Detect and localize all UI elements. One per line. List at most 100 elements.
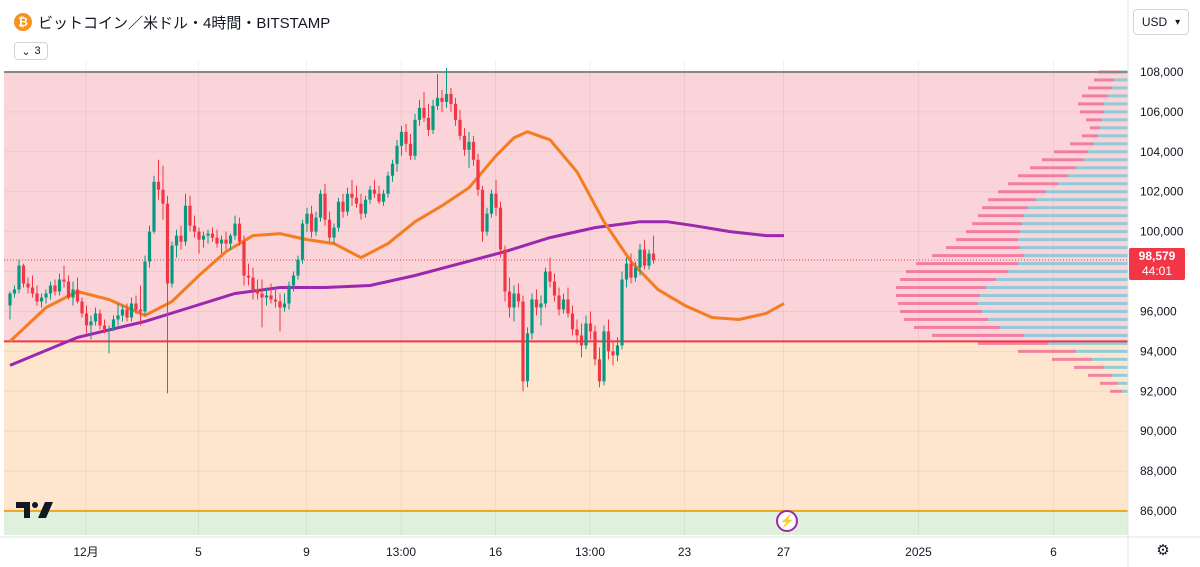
candle-body (314, 217, 318, 232)
candle-body (458, 119, 462, 136)
volume-profile (896, 70, 1128, 393)
candle-body (620, 279, 624, 346)
candle (260, 279, 264, 328)
vp-bar-up (1102, 118, 1128, 122)
candle-body (530, 299, 534, 334)
indicators-toggle-button[interactable]: ⌄ 3 (14, 42, 48, 60)
vp-bar-down (1082, 94, 1108, 98)
x-tick-label: 27 (777, 545, 791, 559)
candle-body (282, 303, 287, 308)
candle-body (116, 315, 120, 320)
candle-body (165, 203, 170, 284)
x-tick-label: 23 (678, 545, 692, 559)
vp-bar-up (1098, 134, 1128, 138)
candle (291, 271, 296, 292)
candle-body (417, 107, 422, 120)
candle-body (480, 189, 485, 232)
candle-body (467, 141, 471, 150)
candle (39, 293, 44, 308)
candle (503, 245, 507, 302)
candle (458, 109, 462, 140)
currency-button[interactable]: USD ▾ (1133, 9, 1189, 35)
candle (179, 225, 183, 250)
vp-bar-down (1074, 365, 1104, 369)
candle (602, 325, 606, 386)
candle-body (201, 235, 206, 240)
candle (35, 285, 39, 306)
candle-body (381, 193, 386, 202)
candle (129, 297, 134, 322)
candle-body (633, 267, 638, 278)
candle (521, 295, 525, 392)
candle-body (237, 223, 242, 242)
vp-bar-up (1076, 166, 1128, 170)
ma-slow-line (9, 220, 784, 367)
candle (300, 219, 305, 264)
x-tick-label: 12月 (73, 545, 98, 559)
candle-body (53, 285, 57, 292)
candle (408, 133, 413, 160)
vp-bar-down (1088, 86, 1112, 90)
candle (471, 135, 476, 166)
candle-body (71, 289, 75, 298)
candle (210, 227, 215, 242)
candle (570, 305, 575, 336)
candle (305, 207, 309, 232)
candle-body (300, 223, 305, 260)
vp-bar-down (1100, 381, 1118, 385)
candle-body (323, 193, 327, 220)
candle (309, 205, 314, 238)
candle (264, 287, 269, 306)
candle (606, 319, 611, 360)
vp-bar-up (1036, 198, 1128, 202)
vp-bar-up (1000, 325, 1128, 329)
candle (170, 241, 174, 288)
vp-bar-down (906, 270, 1008, 274)
candle (390, 159, 395, 182)
candle (80, 297, 84, 318)
candle-body (183, 205, 188, 242)
candle (237, 217, 242, 246)
vp-bar-down (978, 214, 1024, 218)
candle (354, 185, 359, 208)
events-bolt-icon[interactable]: ⚡ (776, 510, 798, 532)
candle-body (318, 193, 323, 218)
vp-bar-down (916, 262, 1018, 266)
candle-body (161, 189, 165, 204)
candle (71, 281, 75, 306)
y-tick-label: 94,000 (1140, 344, 1177, 358)
candle (53, 279, 57, 296)
candle-body (98, 313, 102, 326)
candle-body (89, 321, 93, 326)
candle-body (543, 271, 548, 304)
settings-gear-icon[interactable]: ⚙ (1156, 542, 1170, 559)
vp-bar-up (1028, 206, 1128, 210)
candle (449, 87, 453, 112)
candle (152, 175, 156, 234)
candle-body (93, 313, 98, 322)
candle (233, 215, 237, 240)
candle (597, 347, 602, 388)
vp-bar-down (1110, 389, 1122, 393)
candle-body (372, 189, 377, 194)
candle-body (404, 131, 408, 144)
last-price-label: 98,579 44:01 (1129, 248, 1185, 280)
candle-body (440, 97, 444, 102)
candle (188, 195, 192, 232)
candle-body (8, 293, 12, 306)
candle (633, 261, 638, 282)
candle-body (84, 313, 89, 326)
y-tick-label: 88,000 (1140, 464, 1177, 478)
candle (638, 243, 642, 276)
x-tick-label: 13:00 (575, 545, 605, 559)
candle-body (210, 233, 215, 238)
x-tick-label: 6 (1050, 545, 1057, 559)
candle-body (521, 301, 525, 382)
vp-bar-up (1024, 333, 1128, 337)
candle (255, 279, 260, 300)
vp-bar-up (1094, 142, 1128, 146)
y-tick-label: 92,000 (1140, 384, 1177, 398)
vp-bar-up (1092, 357, 1128, 361)
candle (494, 179, 498, 216)
